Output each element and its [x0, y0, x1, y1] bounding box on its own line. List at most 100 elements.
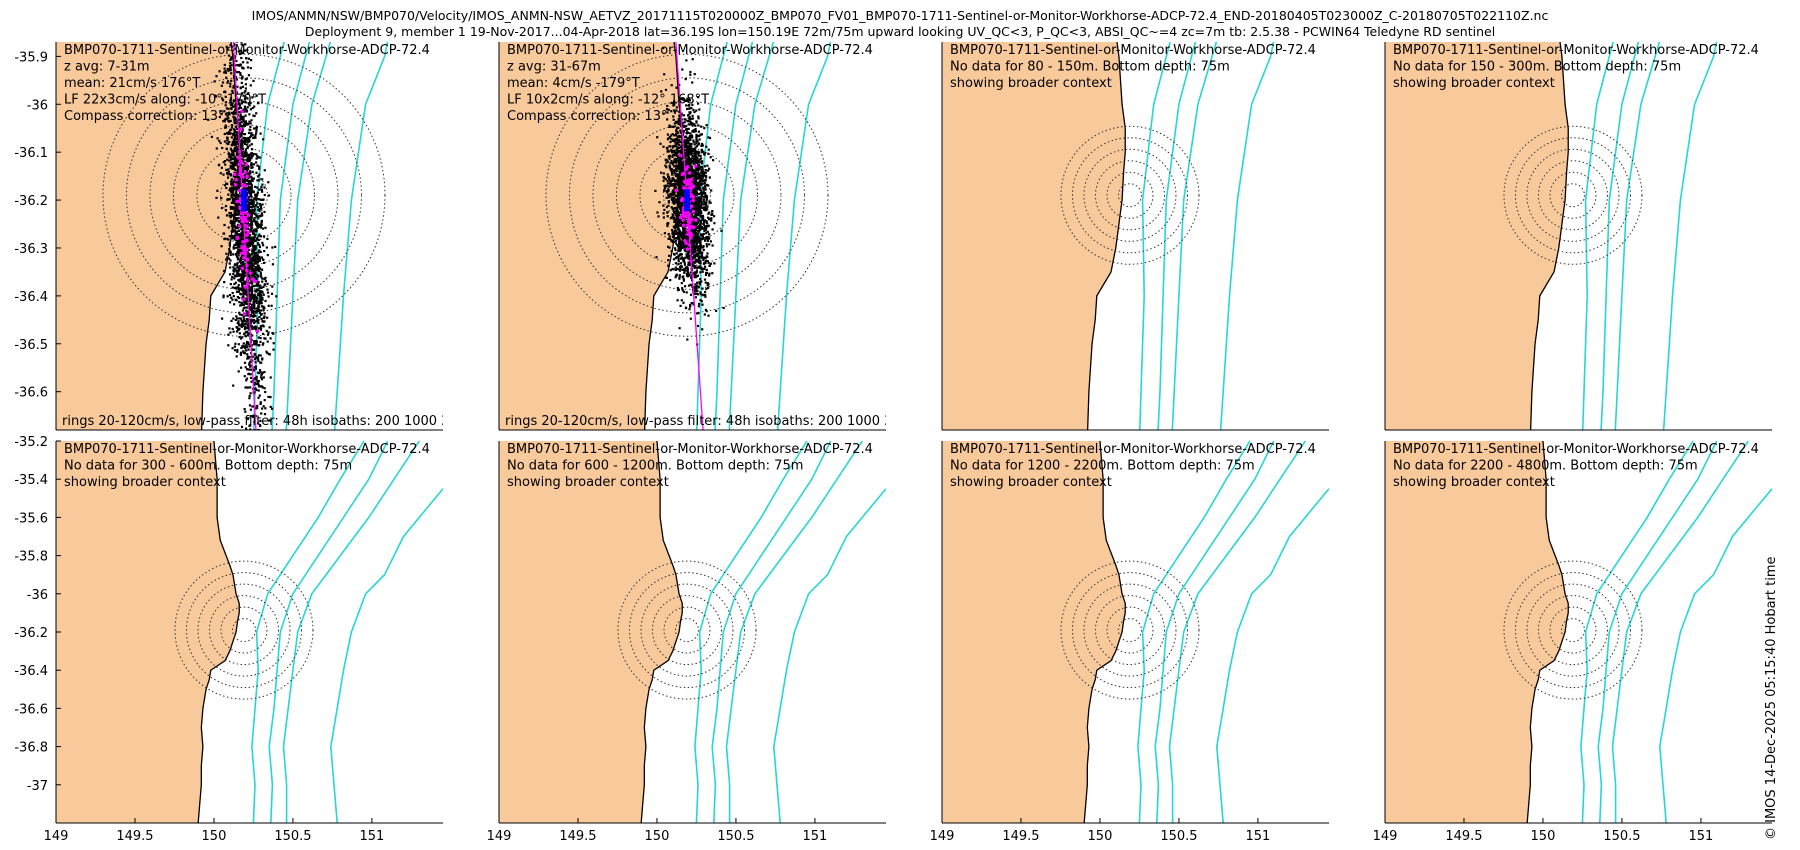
panel-annotation: No data for 80 - 150m. Bottom depth: 75m	[950, 60, 1230, 75]
y-tick-label: -35.9	[14, 50, 48, 65]
panel-annotation: showing broader context	[1393, 475, 1555, 490]
isobath-1000m	[268, 441, 389, 823]
velocity-ring-60	[1537, 160, 1608, 231]
map-panel: -35.2 -35.4 -35.6 -35.8 -36 -36.2 -36.4 -36.6 -3…	[14, 435, 443, 844]
isobath-4000m	[1215, 488, 1329, 823]
velocity-ring-60	[651, 595, 722, 666]
y-tick-label: -36.8	[14, 741, 48, 756]
y-tick-label: -36.4	[14, 290, 48, 305]
map-panel: 149 149.5 150 150.5 151 BMP070-1711-Sentinel-…	[1373, 441, 1772, 844]
panel-annotation: z avg: 31-67m	[507, 60, 601, 75]
panel-annotation: BMP070-1711-Sentinel-or-Monitor-Workhors…	[950, 43, 1316, 58]
panel-annotation: No data for 600 - 1200m. Bottom depth: 7…	[507, 459, 803, 474]
velocity-ring-100	[1071, 137, 1188, 254]
isobath-1000m	[1157, 42, 1197, 430]
y-tick-label: -36	[27, 588, 48, 603]
panel-annotation: No data for 300 - 600m. Bottom depth: 75…	[64, 459, 352, 474]
copyright-notice: © IMOS 14-Dec-2025 05:15:40 Hobart time	[1764, 556, 1779, 840]
velocity-ring-60	[172, 124, 315, 267]
panel-plot-area: rings 20-120cm/s, low-pass filter: 48h i…	[499, 42, 955, 430]
velocity-ring-120	[174, 560, 314, 700]
isobath-2000m	[1614, 42, 1661, 430]
velocity-ring-120	[1060, 560, 1200, 700]
x-tick-label: 150	[645, 829, 670, 844]
coastline	[1529, 42, 1569, 430]
panel-plot-area	[56, 441, 443, 823]
x-tick-label: 149	[1373, 829, 1398, 844]
velocity-ring-20	[1560, 183, 1585, 208]
panel-annotation: mean: 4cm/s -179°T	[507, 76, 640, 91]
x-tick-label: 150.5	[717, 829, 754, 844]
principal-axis-line	[232, 42, 257, 430]
figure-title-line-2: Deployment 9, member 1 19-Nov-2017...04-…	[304, 24, 1496, 39]
velocity-ring-80	[1083, 583, 1177, 677]
panel-annotation: Compass correction: 13°	[64, 109, 224, 124]
y-tick-label: -35.6	[14, 511, 48, 526]
velocity-ring-80	[149, 100, 339, 290]
y-tick-label: -36.6	[14, 386, 48, 401]
velocity-ring-120	[102, 53, 386, 337]
coastline	[1526, 441, 1569, 823]
x-tick-label: 151	[360, 829, 385, 844]
panel-annotation: showing broader context	[507, 475, 669, 490]
x-tick-label: 149.5	[1445, 829, 1482, 844]
panel-annotation: BMP070-1711-Sentinel-or-Monitor-Workhors…	[64, 43, 430, 58]
isobath-2000m	[1171, 42, 1218, 430]
velocity-ring-80	[640, 583, 734, 677]
velocity-ring-20	[1117, 183, 1142, 208]
x-tick-label: 151	[1689, 829, 1714, 844]
velocity-ring-40	[1106, 606, 1154, 654]
y-tick-label: -36.6	[14, 702, 48, 717]
isobath-1000m	[1597, 441, 1718, 823]
y-tick-label: -36.2	[14, 626, 48, 641]
panel-annotation: showing broader context	[64, 475, 226, 490]
velocity-ring-60	[1094, 595, 1165, 666]
isobath-4000m	[1662, 42, 1718, 430]
isobath-4000m	[333, 42, 389, 430]
x-tick-label: 150	[1088, 829, 1113, 844]
isobath-2000m	[285, 42, 332, 430]
y-tick-label: -36.1	[14, 146, 48, 161]
velocity-ring-120	[1503, 560, 1643, 700]
panel-plot-area: rings 20-120cm/s, low-pass filter: 48h i…	[56, 42, 443, 430]
map-panel: rings 20-120cm/s, low-pass filter: 48h i…	[498, 42, 955, 431]
panel-annotation: BMP070-1711-Sentinel-or-Monitor-Workhors…	[64, 442, 430, 457]
land-area	[56, 42, 240, 430]
velocity-ring-100	[1514, 572, 1631, 689]
panel-annotation: LF 10x2cm/s along: -12° 168°T	[507, 93, 709, 108]
coastline	[1083, 441, 1126, 823]
velocity-ring-80	[1526, 583, 1620, 677]
y-tick-label: -36.2	[14, 194, 48, 209]
panel-plot-area	[942, 441, 1329, 823]
panel-plot-area	[1385, 441, 1772, 823]
x-tick-label: 149.5	[1002, 829, 1039, 844]
isobath-2000m	[1611, 441, 1749, 823]
x-tick-label: 149.5	[559, 829, 596, 844]
panel-annotation: BMP070-1711-Sentinel-or-Monitor-Workhors…	[1393, 43, 1759, 58]
velocity-ring-60	[1094, 160, 1165, 231]
velocity-ring-120	[545, 53, 829, 337]
y-tick-label: -36	[27, 98, 48, 113]
land-area	[1385, 42, 1569, 430]
isobath-4000m	[776, 42, 832, 430]
x-tick-label: 149	[487, 829, 512, 844]
x-tick-label: 150.5	[1603, 829, 1640, 844]
isobath-1000m	[271, 42, 311, 430]
velocity-ring-120	[1060, 125, 1200, 265]
isobath-4000m	[772, 488, 886, 823]
velocity-ring-40	[663, 606, 711, 654]
velocity-ring-60	[1537, 595, 1608, 666]
isobath-200m	[695, 42, 728, 430]
panel-annotation: No data for 1200 - 2200m. Bottom depth: …	[950, 459, 1255, 474]
velocity-ring-100	[568, 77, 805, 314]
coastline	[197, 441, 240, 823]
panel-plot-area	[1385, 42, 1718, 430]
velocity-ring-20	[1560, 618, 1585, 643]
land-area	[499, 441, 683, 823]
panel-annotation: BMP070-1711-Sentinel-or-Monitor-Workhors…	[950, 442, 1316, 457]
map-panel: 149 149.5 150 150.5 151 BMP070-1711-Sentinel-…	[487, 441, 886, 844]
velocity-ring-40	[1549, 606, 1597, 654]
panel-annotation: BMP070-1711-Sentinel-or-Monitor-Workhors…	[507, 442, 873, 457]
panel-footer: rings 20-120cm/s, low-pass filter: 48h i…	[505, 414, 955, 429]
